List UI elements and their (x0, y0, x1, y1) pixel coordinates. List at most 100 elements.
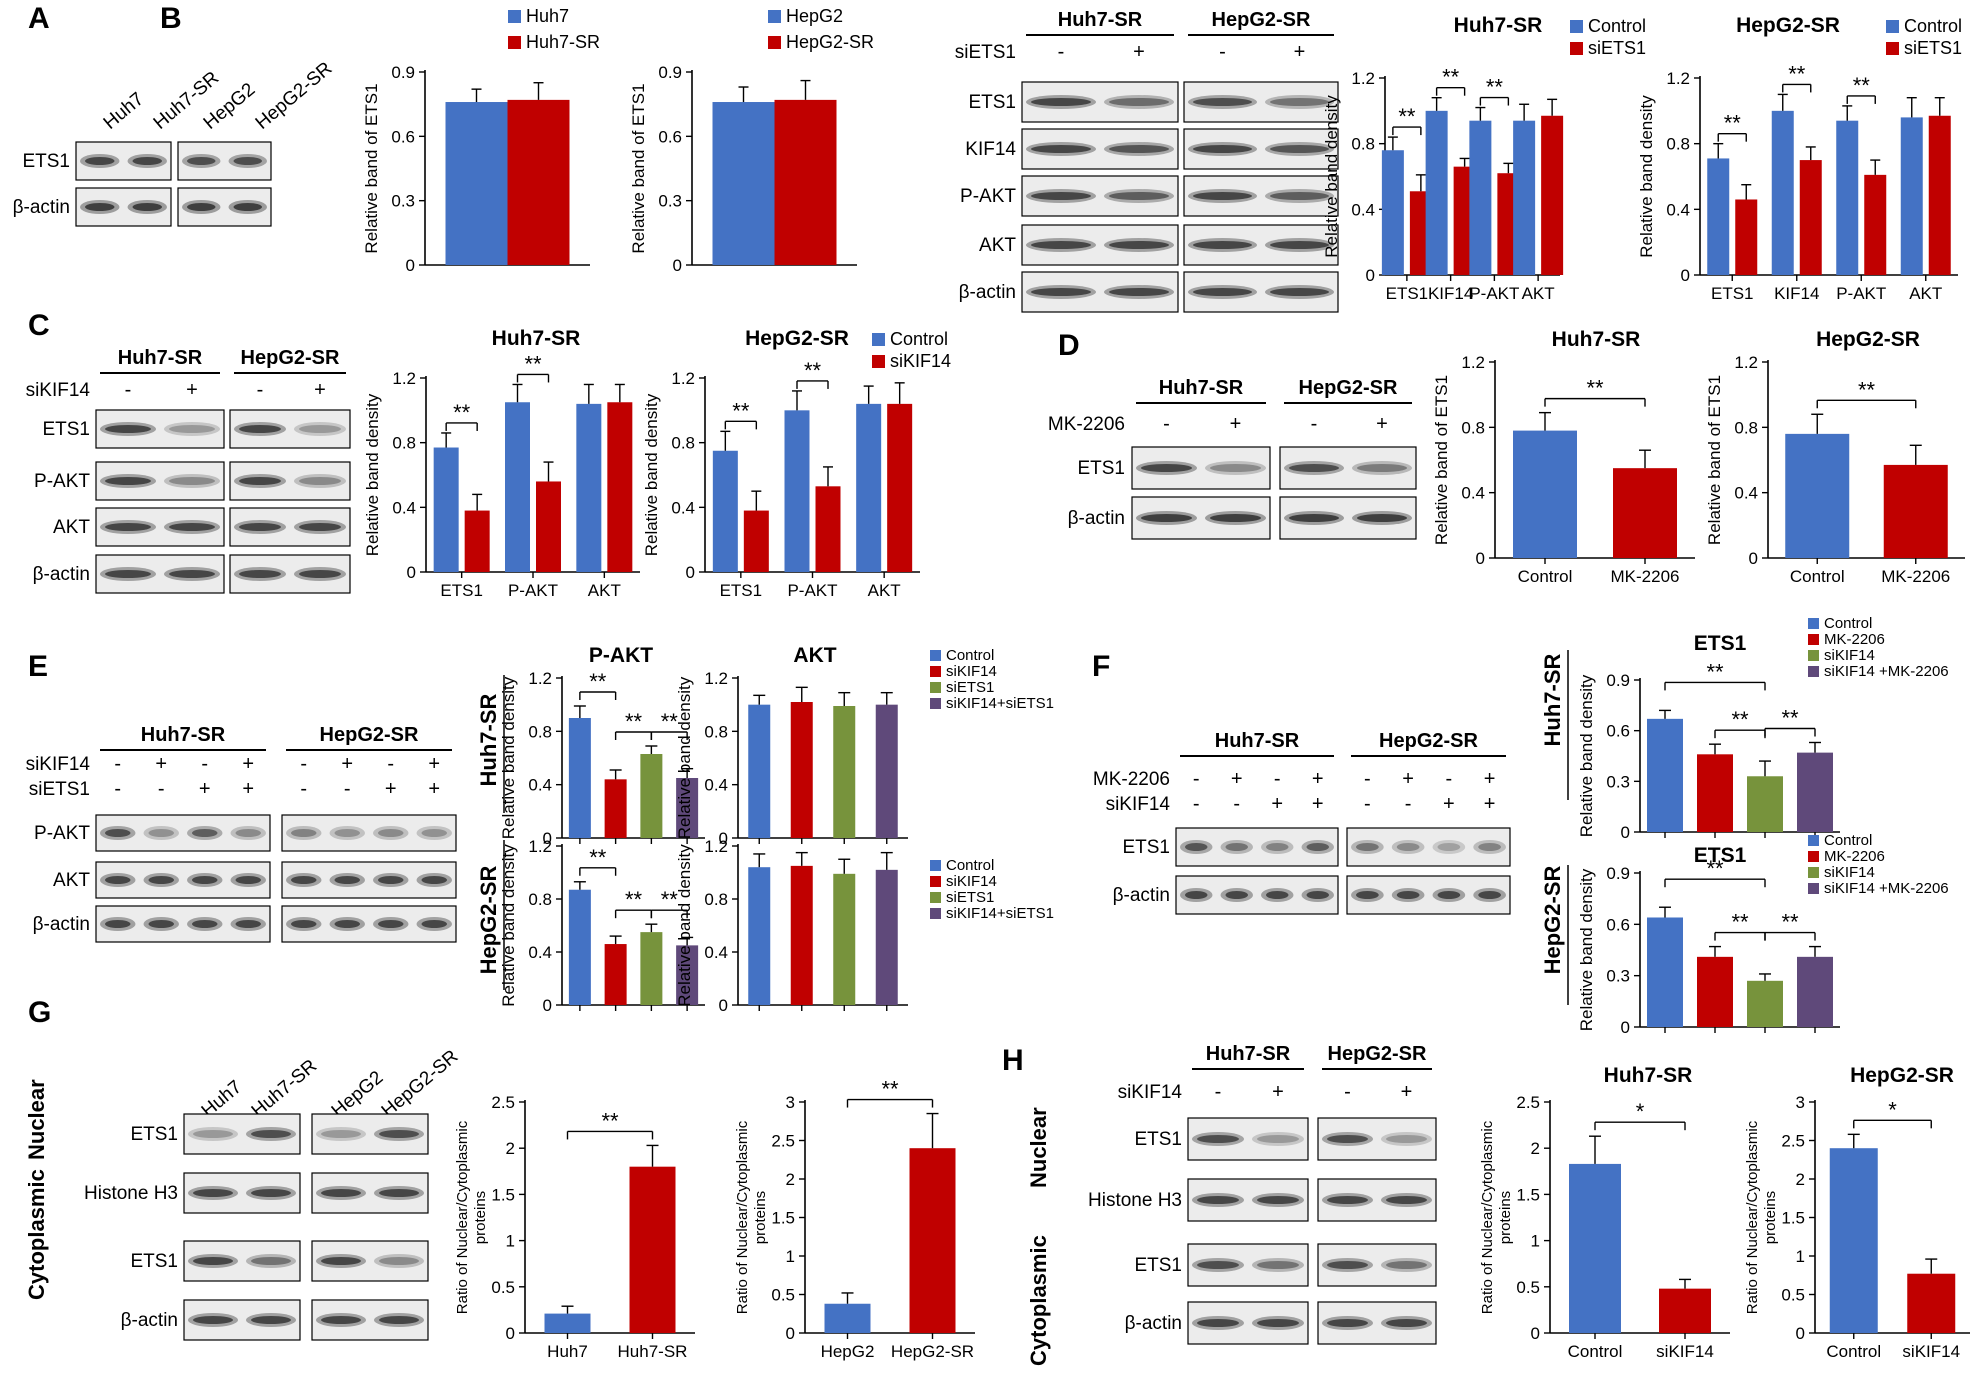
band-core (105, 876, 131, 884)
condition-sign: + (341, 753, 353, 775)
bar (1799, 160, 1822, 275)
legend-swatch (872, 333, 885, 346)
chart-title: HepG2-SR (1736, 14, 1840, 37)
bar (1541, 115, 1564, 275)
condition-sign: - (1163, 413, 1170, 435)
sig-mark: ** (661, 887, 679, 912)
chart-c-4: 0 0.4 0.8 1.2 Relative band density Huh7-SR ET… (363, 327, 640, 600)
blot-band (188, 1186, 238, 1200)
band-core (1386, 1261, 1427, 1269)
band-core (1386, 1196, 1427, 1204)
legend-swatch (1886, 20, 1899, 33)
band-core (321, 1316, 361, 1324)
blot-band (1322, 1132, 1373, 1146)
blot-band (1026, 285, 1096, 299)
band-core (1197, 1319, 1239, 1327)
blot-band (1265, 95, 1334, 109)
blot-band (1301, 840, 1334, 854)
x-tick-label: ETS1 (720, 581, 763, 600)
blot-band (329, 873, 365, 887)
chart-title: Huh7-SR (492, 327, 581, 350)
condition-label: siKIF14 (26, 754, 91, 775)
legend-swatch (1808, 883, 1819, 894)
band-core (1210, 464, 1261, 472)
bar (568, 718, 591, 838)
condition-sign: + (186, 379, 198, 401)
y-tick-label: 0 (1621, 823, 1630, 842)
y-axis-label: Ratio of Nuclear/Cytoplasmic (454, 1120, 471, 1314)
band-core (1270, 145, 1329, 153)
blot-band (100, 422, 156, 436)
blot-band (373, 826, 409, 840)
bar (568, 889, 591, 1005)
group-header: HepG2-SR (1379, 730, 1478, 752)
bar (1613, 468, 1677, 558)
condition-sign: + (385, 778, 397, 800)
chart-g-15: 0 0.5 1 1.5 2 2.5 3 Ratio of Nuclear/Cytoplasmi… (734, 1077, 975, 1361)
blot-band (164, 474, 220, 488)
legend-label: HepG2-SR (786, 32, 874, 52)
band-core (321, 1130, 361, 1138)
condition-sign: - (1215, 1081, 1222, 1103)
band-core (1327, 1196, 1368, 1204)
y-axis-label: Relative band density (499, 676, 518, 839)
bar (507, 99, 570, 265)
y-tick-label: 0.3 (1606, 967, 1630, 986)
legend-swatch (1808, 835, 1819, 846)
y-tick-label: 1.2 (1351, 69, 1375, 88)
y-tick-label: 0.8 (528, 890, 552, 909)
bar (676, 945, 699, 1005)
y-tick-label: 1.2 (528, 837, 552, 856)
blot-band (234, 520, 286, 534)
band-core (1031, 98, 1091, 106)
band-core (321, 1257, 361, 1265)
band-core (1289, 514, 1339, 522)
blot-panel-e: E Huh7-SR HepG2-SR siKIF14 - + - + - + - + siETS1 - - +… (26, 650, 457, 943)
sig-mark: ** (1706, 856, 1724, 881)
lane-header: Huh7-SR (248, 1056, 321, 1122)
condition-label: siKIF14 (26, 380, 91, 401)
band-core (233, 203, 262, 211)
chart-g-14: 0 0.5 1 1.5 2 2.5 Ratio of Nuclear/Cytoplasmic… (454, 1093, 695, 1361)
chart-title: AKT (793, 644, 836, 667)
bar (1469, 120, 1492, 275)
legend-label: Control (1824, 832, 1872, 849)
blot-band (316, 1313, 366, 1327)
blot-band (294, 567, 346, 581)
blot-band (100, 917, 136, 931)
y-tick-label: 0 (1366, 266, 1375, 285)
condition-sign: + (1376, 413, 1388, 435)
row-label: P-AKT (34, 471, 90, 492)
blot-band (374, 1313, 424, 1327)
x-tick-label: P-AKT (508, 581, 558, 600)
fraction-label: Cytoplasmic (1026, 1235, 1051, 1366)
chart-title: HepG2-SR (1850, 1064, 1954, 1087)
blot-band (164, 520, 220, 534)
band-core (251, 1257, 291, 1265)
blot-band (416, 826, 452, 840)
blot-band (374, 1186, 424, 1200)
band-core (1306, 843, 1329, 851)
legend-swatch (1570, 42, 1583, 55)
sig-mark: ** (881, 1077, 899, 1102)
condition-sign: + (314, 379, 326, 401)
y-tick-label: 0.4 (1351, 200, 1375, 219)
legend-swatch (930, 650, 941, 661)
y-axis-label: Relative band of ETS1 (362, 83, 381, 253)
blot-band (416, 873, 452, 887)
y-axis-label: Relative band of ETS1 (629, 83, 648, 253)
bar (445, 102, 508, 266)
band-core (105, 829, 131, 837)
y-tick-label: 0.8 (1351, 135, 1375, 154)
condition-sign: - (125, 379, 132, 401)
band-core (1289, 464, 1339, 472)
legend-label: siKIF14 (946, 873, 997, 890)
legend-label: HepG2 (786, 6, 843, 26)
y-tick-label: 0.4 (1461, 484, 1485, 503)
y-axis-label: proteins (1497, 1191, 1514, 1244)
y-tick-label: 0.9 (1606, 864, 1630, 883)
band-core (1478, 891, 1501, 899)
blot-band (294, 474, 346, 488)
legend-label: siKIF14 (1824, 647, 1875, 664)
